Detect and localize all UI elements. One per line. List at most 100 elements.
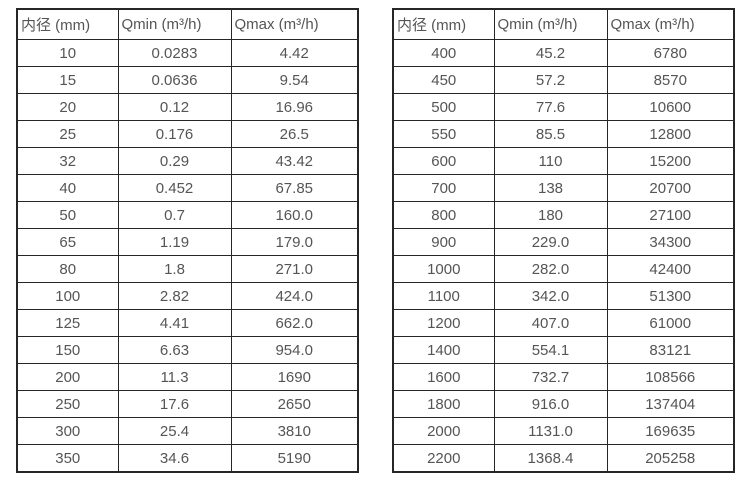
table-row: 125 4.41 662.0 [16, 309, 359, 337]
table-row: 32 0.29 43.42 [16, 147, 359, 175]
column-header: Qmax (m³/h) [230, 8, 359, 40]
table-cell: 65 [16, 228, 119, 256]
table-cell: 271.0 [230, 255, 359, 283]
table-row: 15 0.0636 9.54 [16, 66, 359, 94]
table-row: 40 0.452 67.85 [16, 174, 359, 202]
table-cell: 20700 [606, 174, 735, 202]
table-row: 1000 282.0 42400 [392, 255, 735, 283]
table-row: 25 0.176 26.5 [16, 120, 359, 148]
table-cell: 3810 [230, 417, 359, 445]
table-cell: 2.82 [117, 282, 232, 310]
table-cell: 6.63 [117, 336, 232, 364]
table-row: 800 180 27100 [392, 201, 735, 229]
table-row: 900 229.0 34300 [392, 228, 735, 256]
column-header: 内径 (mm) [392, 8, 495, 40]
table-row: 150 6.63 954.0 [16, 336, 359, 364]
table-cell: 250 [16, 390, 119, 418]
table-cell: 600 [392, 147, 495, 175]
table-row: 10 0.0283 4.42 [16, 39, 359, 67]
table-row: 100 2.82 424.0 [16, 282, 359, 310]
table-cell: 45.2 [493, 39, 608, 67]
table-cell: 450 [392, 66, 495, 94]
table-row: 1100 342.0 51300 [392, 282, 735, 310]
table-cell: 25 [16, 120, 119, 148]
table-cell: 300 [16, 417, 119, 445]
table-cell: 137404 [606, 390, 735, 418]
table-row: 20 0.12 16.96 [16, 93, 359, 121]
table-cell: 83121 [606, 336, 735, 364]
table-cell: 9.54 [230, 66, 359, 94]
table-row: 400 45.2 6780 [392, 39, 735, 67]
table-cell: 169635 [606, 417, 735, 445]
column-header: Qmin (m³/h) [493, 8, 608, 40]
table-cell: 80 [16, 255, 119, 283]
table-cell: 17.6 [117, 390, 232, 418]
table-row: 250 17.6 2650 [16, 390, 359, 418]
table-cell: 16.96 [230, 93, 359, 121]
table-row: 1600 732.7 108566 [392, 363, 735, 391]
table-cell: 662.0 [230, 309, 359, 337]
table-cell: 77.6 [493, 93, 608, 121]
table-cell: 350 [16, 444, 119, 473]
table-cell: 6780 [606, 39, 735, 67]
table-cell: 1100 [392, 282, 495, 310]
table-cell: 342.0 [493, 282, 608, 310]
table-cell: 27100 [606, 201, 735, 229]
table-cell: 25.4 [117, 417, 232, 445]
table-cell: 1000 [392, 255, 495, 283]
table-row: 1400 554.1 83121 [392, 336, 735, 364]
table-cell: 50 [16, 201, 119, 229]
table-cell: 4.41 [117, 309, 232, 337]
table-cell: 407.0 [493, 309, 608, 337]
table-row: 500 77.6 10600 [392, 93, 735, 121]
table-cell: 160.0 [230, 201, 359, 229]
table-cell: 2650 [230, 390, 359, 418]
table-row: 2000 1131.0 169635 [392, 417, 735, 445]
table-cell: 1368.4 [493, 444, 608, 473]
flow-table-large-diameters: 内径 (mm) Qmin (m³/h) Qmax (m³/h) 400 45.2 6780… [392, 8, 735, 473]
table-row: 300 25.4 3810 [16, 417, 359, 445]
column-header: Qmax (m³/h) [606, 8, 735, 40]
table-cell: 0.12 [117, 93, 232, 121]
table-cell: 0.0636 [117, 66, 232, 94]
table-row: 2200 1368.4 205258 [392, 444, 735, 473]
table-row: 350 34.6 5190 [16, 444, 359, 473]
table-cell: 138 [493, 174, 608, 202]
table-cell: 0.29 [117, 147, 232, 175]
table-cell: 732.7 [493, 363, 608, 391]
table-cell: 32 [16, 147, 119, 175]
table-cell: 2000 [392, 417, 495, 445]
table-row: 450 57.2 8570 [392, 66, 735, 94]
table-cell: 15 [16, 66, 119, 94]
column-header: Qmin (m³/h) [117, 8, 232, 40]
table-cell: 1400 [392, 336, 495, 364]
tables-wrap: 内径 (mm) Qmin (m³/h) Qmax (m³/h) 10 0.0283 4.4… [16, 8, 735, 473]
table-cell: 34300 [606, 228, 735, 256]
table-cell: 954.0 [230, 336, 359, 364]
table-cell: 1.19 [117, 228, 232, 256]
table-cell: 61000 [606, 309, 735, 337]
table-cell: 0.452 [117, 174, 232, 202]
table-cell: 67.85 [230, 174, 359, 202]
table-cell: 34.6 [117, 444, 232, 473]
table-cell: 10 [16, 39, 119, 67]
table-cell: 43.42 [230, 147, 359, 175]
table-cell: 1600 [392, 363, 495, 391]
table-cell: 1200 [392, 309, 495, 337]
table-cell: 110 [493, 147, 608, 175]
table-cell: 229.0 [493, 228, 608, 256]
table-cell: 51300 [606, 282, 735, 310]
table-cell: 180 [493, 201, 608, 229]
table-cell: 12800 [606, 120, 735, 148]
table-cell: 0.7 [117, 201, 232, 229]
header-row: 内径 (mm) Qmin (m³/h) Qmax (m³/h) [16, 8, 359, 40]
table-row: 1200 407.0 61000 [392, 309, 735, 337]
table-cell: 26.5 [230, 120, 359, 148]
table-cell: 1690 [230, 363, 359, 391]
table-cell: 4.42 [230, 39, 359, 67]
table-cell: 554.1 [493, 336, 608, 364]
table-cell: 10600 [606, 93, 735, 121]
table-row: 80 1.8 271.0 [16, 255, 359, 283]
table-cell: 5190 [230, 444, 359, 473]
